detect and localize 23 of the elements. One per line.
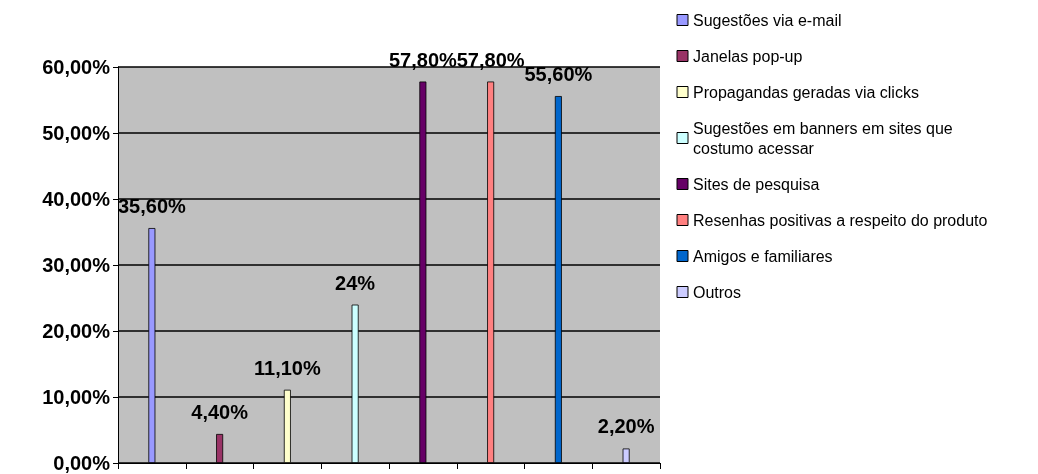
legend-label: Resenhas positivas a respeito do produto [693,211,988,229]
y-tick-label: 50,00% [42,122,111,144]
data-label: 4,40% [191,400,249,423]
data-label: 55,60% [524,63,593,86]
data-label: 57,80% [388,48,457,71]
data-label: 2,20% [597,415,655,438]
y-tick-label: 20,00% [42,320,111,342]
data-label: 24% [335,271,376,294]
legend-label: Sites de pesquisa [693,175,820,193]
y-tick-label: 0,00% [53,452,111,474]
legend-label: Amigos e familiares [693,247,833,265]
data-label: 11,10% [254,356,321,379]
legend-label: Sugestões via e-mail [693,11,842,29]
legend-label: Sugestões em banners em sites que costumo acessar [693,119,958,157]
data-label: 35,60% [117,195,186,218]
legend-label: Outros [693,283,742,301]
y-tick-label: 30,00% [42,254,111,276]
legend-label: Janelas pop-up [693,47,803,65]
legend-label: Propagandas geradas via clicks [693,83,919,101]
data-label: 57,80% [456,48,525,71]
y-tick-label: 60,00% [42,56,111,78]
y-tick-label: 40,00% [42,188,111,210]
y-tick-label: 10,00% [42,386,111,408]
